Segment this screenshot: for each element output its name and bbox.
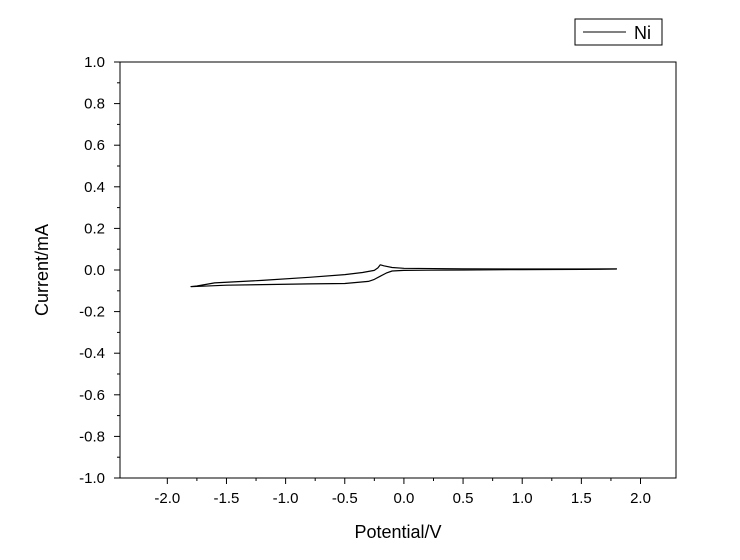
y-tick-label: 0.0 — [84, 262, 105, 279]
y-tick-label: -0.2 — [79, 304, 105, 321]
series-layer — [190, 264, 617, 288]
x-tick-label: -1.5 — [214, 490, 240, 507]
x-tick-label: -2.0 — [154, 490, 180, 507]
x-tick-label: 2.0 — [630, 490, 651, 507]
y-tick-label: 1.0 — [84, 54, 105, 71]
x-tick-label: -1.0 — [273, 490, 299, 507]
x-tick-label: 1.0 — [512, 490, 533, 507]
x-axis-label: Potential/V — [354, 522, 441, 542]
y-tick-label: 0.4 — [84, 179, 105, 196]
y-tick-label: -0.4 — [79, 345, 105, 362]
y-tick-label: -0.8 — [79, 428, 105, 445]
legend: Ni — [574, 18, 663, 46]
y-tick-label: -1.0 — [79, 470, 105, 487]
x-tick-label: 0.0 — [393, 490, 414, 507]
y-axis: -1.0 -0.8 -0.6 -0.4 -0.2 0.0 0.2 0.4 0.6 0.8 1.0 — [79, 54, 120, 487]
series-line-ni — [190, 264, 617, 288]
y-axis-label: Current/mA — [32, 224, 52, 316]
x-axis: -2.0 -1.5 -1.0 -0.5 0.0 0.5 1.0 1.5 2.0 — [154, 478, 651, 507]
x-tick-label: -0.5 — [332, 490, 358, 507]
y-tick-label: 0.2 — [84, 220, 105, 237]
plot-frame — [119, 61, 677, 479]
x-tick-label: 1.5 — [571, 490, 592, 507]
y-tick-label: 0.6 — [84, 137, 105, 154]
y-tick-label: -0.6 — [79, 387, 105, 404]
legend-entry-ni: Ni — [634, 23, 651, 43]
y-tick-label: 0.8 — [84, 96, 105, 113]
x-tick-label: 0.5 — [453, 490, 474, 507]
